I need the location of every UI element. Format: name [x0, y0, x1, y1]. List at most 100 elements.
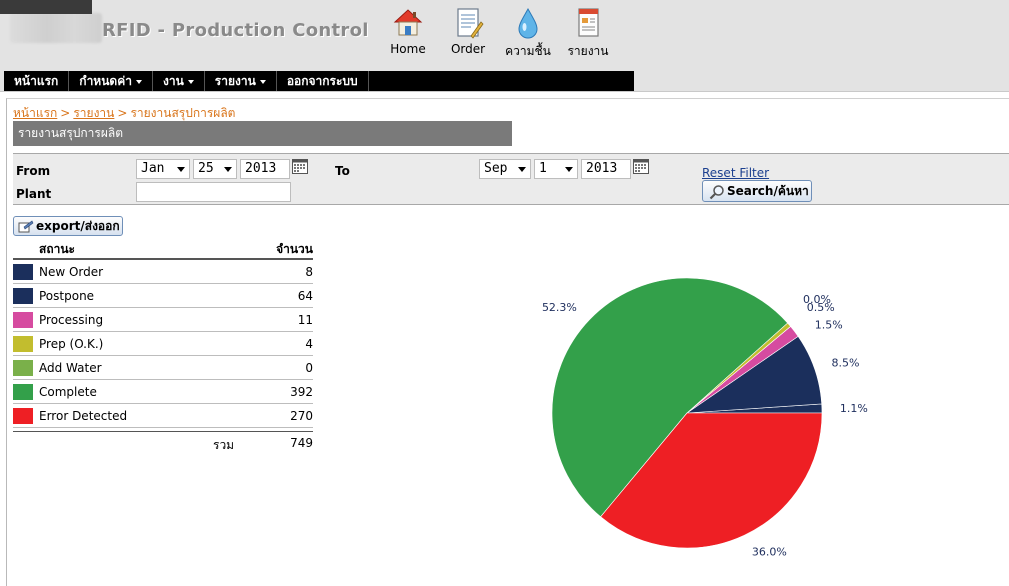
menu-item-jobs[interactable]: งาน: [153, 71, 205, 91]
toolbar-report-button[interactable]: รายงาน: [558, 6, 618, 61]
menu-item-home-label: หน้าแรก: [14, 74, 59, 88]
breadcrumb-separator: >: [117, 106, 128, 120]
from-year-input[interactable]: 2013: [240, 159, 290, 179]
table-row: Processing 11: [13, 308, 313, 332]
header-bar: RFID - Production Control Home Order ควา…: [0, 0, 1009, 92]
from-month-select[interactable]: Jan: [136, 159, 190, 179]
status-count: 8: [305, 265, 313, 279]
toolbar-order-button[interactable]: Order: [438, 6, 498, 56]
filter-panel: From Plant Jan 25 2013 To Sep 1 2013 Res…: [13, 153, 1009, 205]
caret-down-icon: [135, 79, 142, 84]
summary-total-row: รวม 749: [13, 431, 313, 455]
chevron-down-icon: [177, 167, 185, 172]
table-row: Postpone 64: [13, 284, 313, 308]
legend-swatch: [13, 360, 33, 376]
plant-label: Plant: [16, 187, 52, 201]
breadcrumb-current: รายงานสรุปการผลิต: [130, 106, 236, 120]
pie-slice-label: 1.1%: [840, 402, 868, 415]
company-logo: [10, 13, 102, 43]
status-pie-chart: 1.1% 8.5% 1.5% 0.5%0.0% 52.3% 36.0%: [542, 277, 868, 559]
toolbar-report-label: รายงาน: [567, 44, 609, 58]
pie-slice-label: 0.5%: [807, 301, 835, 314]
toolbar-humidity-button[interactable]: ความชื้น: [498, 6, 558, 61]
status-name: Prep (O.K.): [39, 337, 104, 351]
to-day-select[interactable]: 1: [534, 159, 578, 179]
legend-swatch: [13, 408, 33, 424]
status-name: Postpone: [39, 289, 95, 303]
column-header-count: จำนวน: [276, 242, 313, 256]
legend-swatch: [13, 384, 33, 400]
status-count: 11: [297, 313, 313, 327]
menu-item-reports[interactable]: รายงาน: [205, 71, 277, 91]
toolbar-humidity-label: ความชื้น: [505, 44, 551, 58]
chevron-down-icon: [518, 167, 526, 172]
status-count: 392: [290, 385, 313, 399]
legend-swatch: [13, 312, 33, 328]
pie-slice-label: 36.0%: [752, 546, 787, 559]
content-area: หน้าแรก > รายงาน > รายงานสรุปการผลิต รายงานส…: [6, 98, 1009, 586]
status-count: 4: [305, 337, 313, 351]
reset-filter-link[interactable]: Reset Filter: [702, 166, 770, 180]
status-name: Complete: [39, 385, 97, 399]
export-button[interactable]: export/ส่งออก: [13, 216, 123, 236]
status-name: Error Detected: [39, 409, 128, 423]
report-icon: [578, 8, 599, 37]
table-row: Prep (O.K.) 4: [13, 332, 313, 356]
pie-slice-label: 52.3%: [542, 301, 577, 314]
menu-item-reports-label: รายงาน: [214, 74, 256, 88]
status-name: New Order: [39, 265, 104, 279]
breadcrumb: หน้าแรก > รายงาน > รายงานสรุปการผลิต: [13, 104, 235, 123]
toolbar-order-label: Order: [450, 42, 486, 56]
plant-input[interactable]: [136, 182, 291, 202]
status-count: 64: [297, 289, 313, 303]
from-month-value: Jan: [141, 161, 165, 176]
calendar-icon[interactable]: [292, 159, 308, 174]
from-day-value: 25: [198, 161, 214, 176]
export-icon: [18, 220, 34, 233]
to-label: To: [335, 164, 350, 178]
breadcrumb-link-home[interactable]: หน้าแรก: [13, 106, 58, 120]
table-row: Add Water 0: [13, 356, 313, 380]
summary-table: สถานะ จำนวน New Order 8 Postpone 64 Processi…: [13, 239, 313, 455]
to-day-value: 1: [539, 161, 547, 176]
legend-swatch: [13, 288, 33, 304]
pie-slice-label: 8.5%: [831, 357, 859, 370]
status-name: Processing: [39, 313, 104, 327]
app-title: RFID - Production Control: [102, 20, 369, 41]
menu-item-settings[interactable]: กำหนดค่า: [69, 71, 153, 91]
to-year-input[interactable]: 2013: [581, 159, 631, 179]
menu-item-logout[interactable]: ออกจากระบบ: [277, 71, 369, 91]
table-row: Error Detected 270: [13, 404, 313, 428]
from-day-select[interactable]: 25: [193, 159, 237, 179]
toolbar-home-button[interactable]: Home: [378, 6, 438, 56]
pie-slice: [551, 277, 789, 518]
pie-slice-label: 1.5%: [815, 318, 843, 331]
legend-swatch: [13, 264, 33, 280]
menu-item-settings-label: กำหนดค่า: [79, 74, 132, 88]
breadcrumb-link-reports[interactable]: รายงาน: [73, 106, 115, 120]
magnifier-icon: [709, 185, 724, 200]
to-month-select[interactable]: Sep: [479, 159, 531, 179]
page-title: รายงานสรุปการผลิต: [13, 121, 512, 146]
caret-down-icon: [259, 79, 266, 84]
breadcrumb-separator: >: [60, 106, 71, 120]
export-button-label: export/ส่งออก: [36, 219, 120, 233]
pie-slice-label: 0.0%: [803, 293, 831, 306]
table-row: New Order 8: [13, 260, 313, 284]
total-value: 749: [290, 436, 313, 450]
from-label: From: [16, 164, 51, 178]
pie-slice: [600, 412, 823, 549]
menu-item-logout-label: ออกจากระบบ: [286, 74, 358, 88]
home-icon: [393, 9, 423, 36]
menu-item-home[interactable]: หน้าแรก: [4, 71, 70, 91]
legend-swatch: [13, 336, 33, 352]
table-row: Complete 392: [13, 380, 313, 404]
main-menu: หน้าแรก กำหนดค่า งาน รายงาน ออกจากระบบ: [4, 71, 634, 91]
search-button[interactable]: Search/ค้นหา: [702, 180, 812, 202]
status-count: 0: [305, 361, 313, 375]
water-drop-icon: [518, 7, 538, 39]
total-label: รวม: [213, 438, 235, 452]
calendar-icon[interactable]: [633, 159, 649, 174]
chevron-down-icon: [224, 167, 232, 172]
menu-item-jobs-label: งาน: [162, 74, 184, 88]
